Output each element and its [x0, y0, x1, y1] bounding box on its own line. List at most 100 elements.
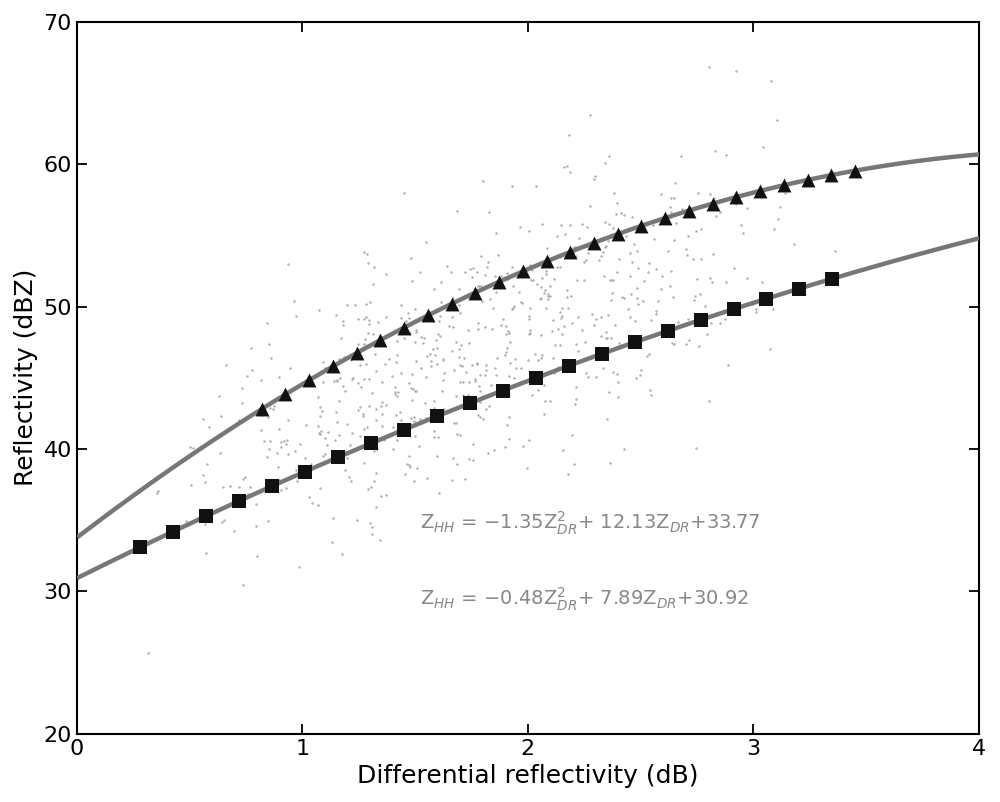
Point — [605, 366, 621, 379]
Point — [479, 261, 495, 273]
Point — [500, 379, 516, 392]
Point — [387, 387, 403, 400]
Point — [349, 346, 365, 359]
Point — [324, 536, 340, 549]
Point — [643, 389, 659, 402]
Point — [312, 400, 328, 413]
Point — [566, 458, 582, 471]
Point — [287, 445, 303, 458]
Point — [629, 245, 645, 257]
Point — [498, 346, 514, 358]
Point — [335, 315, 351, 328]
Point — [370, 315, 386, 328]
Point — [448, 417, 464, 430]
Point — [540, 293, 556, 306]
Point — [271, 423, 287, 435]
Point — [534, 272, 550, 285]
Point — [824, 272, 840, 285]
Point — [288, 310, 304, 322]
Point — [384, 370, 400, 383]
Point — [420, 309, 436, 322]
Point — [358, 310, 374, 323]
Point — [331, 353, 347, 366]
Point — [554, 328, 570, 341]
Point — [373, 490, 389, 503]
Point — [765, 302, 781, 315]
Point — [501, 411, 517, 423]
Point — [707, 144, 723, 157]
Point — [360, 326, 376, 339]
Point — [560, 302, 576, 315]
Point — [501, 432, 517, 445]
Point — [356, 372, 372, 385]
Point — [412, 265, 428, 278]
Point — [763, 75, 779, 87]
Point — [598, 332, 614, 345]
Point — [488, 369, 504, 382]
Point — [216, 513, 232, 526]
Point — [430, 431, 446, 444]
Point — [469, 358, 485, 371]
Point — [702, 272, 718, 285]
Point — [349, 514, 365, 527]
Point — [648, 263, 664, 276]
Point — [408, 324, 424, 337]
Point — [239, 370, 255, 383]
Point — [586, 237, 602, 249]
Point — [515, 265, 531, 277]
Point — [550, 361, 566, 374]
Point — [748, 306, 764, 318]
Point — [298, 419, 314, 431]
Y-axis label: Reflectivity (dBZ): Reflectivity (dBZ) — [14, 269, 38, 487]
Point — [745, 298, 761, 311]
Point — [311, 303, 327, 316]
Point — [477, 269, 493, 282]
Point — [679, 249, 695, 261]
Point — [372, 533, 388, 546]
Point — [195, 413, 211, 426]
Point — [335, 379, 351, 392]
Point — [283, 384, 299, 397]
Point — [777, 187, 793, 200]
Point — [315, 355, 331, 368]
Point — [456, 351, 472, 364]
Point — [292, 437, 308, 450]
Point — [522, 323, 538, 336]
Point — [198, 546, 214, 559]
Point — [436, 367, 452, 379]
Point — [522, 302, 538, 315]
Point — [499, 266, 515, 279]
Point — [444, 311, 460, 324]
Point — [633, 363, 649, 376]
Point — [270, 460, 286, 473]
Point — [506, 299, 522, 312]
Point — [569, 273, 585, 286]
Point — [433, 295, 449, 308]
Point — [445, 292, 461, 305]
Point — [562, 165, 578, 178]
Point — [278, 482, 294, 495]
Point — [702, 188, 718, 200]
Point — [522, 259, 538, 272]
Point — [680, 312, 696, 325]
Point — [495, 313, 511, 326]
Point — [513, 362, 529, 375]
Point — [567, 398, 583, 411]
Point — [717, 312, 733, 325]
Point — [366, 261, 382, 273]
Point — [310, 391, 326, 404]
Point — [489, 352, 505, 365]
Point — [681, 205, 697, 217]
Point — [728, 191, 744, 204]
Point — [521, 312, 537, 325]
Point — [735, 227, 751, 240]
Point — [597, 216, 613, 229]
Point — [653, 282, 669, 295]
Point — [357, 332, 373, 345]
Point — [633, 220, 649, 233]
Point — [400, 426, 416, 439]
Point — [396, 423, 412, 436]
Point — [339, 452, 355, 464]
Point — [432, 310, 448, 322]
Point — [356, 423, 372, 435]
